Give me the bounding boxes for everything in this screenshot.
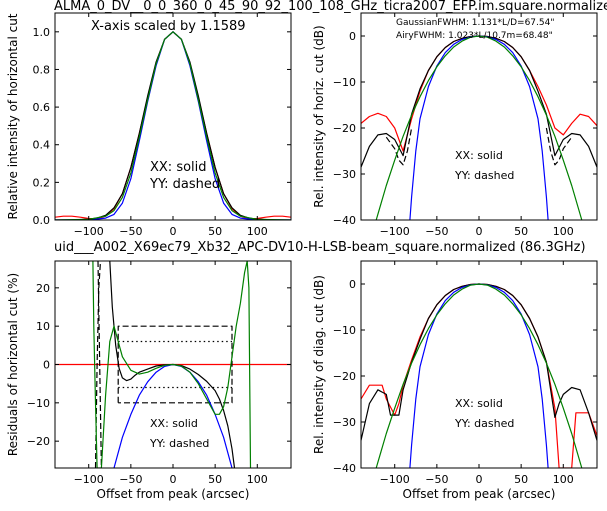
y-axis-label: Rel. intensity of horiz. cut (dB) xyxy=(312,25,326,207)
y-tick-label: −30 xyxy=(333,168,356,181)
y-tick-label: −30 xyxy=(333,416,356,429)
y-tick-label: 0.2 xyxy=(33,176,51,189)
x-tick-label: 100 xyxy=(553,473,574,486)
x-tick-label: 0 xyxy=(170,473,177,486)
y-tick-label: 1.0 xyxy=(33,26,51,39)
series-group xyxy=(55,31,291,220)
x-tick-label: −100 xyxy=(380,225,410,238)
top-title: ALMA_0_DV__0_0_360_0_45_90_92_100_108_GH… xyxy=(54,0,607,14)
annotation-text: XX: solid xyxy=(150,417,198,430)
y-tick-label: −20 xyxy=(27,435,50,448)
series-line-black-3 xyxy=(97,261,102,468)
y-tick-label: 0 xyxy=(349,30,356,43)
series-group xyxy=(361,35,597,220)
y-tick-label: −20 xyxy=(333,370,356,383)
y-axis-label: Residuals of horizontal cut (%) xyxy=(6,273,20,456)
annotation-text: XX: solid xyxy=(150,160,207,175)
y-tick-label: −20 xyxy=(333,122,356,135)
series-line-black-2 xyxy=(385,127,413,166)
series-line-blue-4 xyxy=(409,35,549,220)
y-tick-label: −10 xyxy=(27,397,50,410)
x-tick-label: −100 xyxy=(380,473,410,486)
x-tick-label: 50 xyxy=(208,225,222,238)
series-group xyxy=(361,283,597,468)
series-line-green-5 xyxy=(375,35,583,220)
series-line-green-3 xyxy=(55,31,291,220)
x-tick-label: −50 xyxy=(119,225,142,238)
y-tick-label: 0.6 xyxy=(33,101,51,114)
y-tick-label: 0.4 xyxy=(33,139,51,152)
y-tick-label: 0 xyxy=(349,278,356,291)
panel-top-left: −100 −50 0 50 100 0.0 0.2 0.4 0.6 0.8 1.0 Relative … xyxy=(6,12,292,238)
x-tick-label: 100 xyxy=(247,473,268,486)
x-tick-label: 0 xyxy=(170,225,177,238)
annotation-text: AiryFWHM: 1.023*L/10.7m=68.48" xyxy=(396,31,553,41)
series-line-black-3 xyxy=(545,127,573,166)
series-line-red-0 xyxy=(361,283,597,468)
x-tick-label: 100 xyxy=(553,225,574,238)
series-line-black-2 xyxy=(94,261,102,468)
y-tick-label: 10 xyxy=(36,320,50,333)
annotation-text: YY: dashed xyxy=(454,169,514,182)
series-group xyxy=(55,261,291,468)
y-tick-label: −40 xyxy=(333,462,356,475)
x-tick-label: 0 xyxy=(476,473,483,486)
x-axis-label: Offset from peak (arcsec) xyxy=(403,487,556,501)
x-tick-label: −50 xyxy=(425,225,448,238)
series-line-black-1 xyxy=(361,35,597,168)
x-tick-label: −100 xyxy=(74,225,104,238)
x-tick-label: −100 xyxy=(74,473,104,486)
y-tick-label: 0.0 xyxy=(33,214,51,227)
y-tick-label: 20 xyxy=(36,282,50,295)
annotation-text: XX: solid xyxy=(455,397,503,410)
x-tick-label: 0 xyxy=(476,225,483,238)
series-line-green-3 xyxy=(375,283,583,468)
annotation-text: GaussianFWHM: 1.131*L/D=67.54" xyxy=(396,18,554,28)
series-line-green-8 xyxy=(92,261,252,468)
annotation-text: YY: dashed xyxy=(454,417,514,430)
plot-frame xyxy=(360,260,598,469)
x-tick-label: −50 xyxy=(425,473,448,486)
x-tick-label: 50 xyxy=(514,225,528,238)
y-tick-label: 0 xyxy=(43,359,50,372)
x-tick-label: 50 xyxy=(208,473,222,486)
x-tick-label: 100 xyxy=(247,225,268,238)
x-tick-label: −50 xyxy=(119,473,142,486)
plot-frame xyxy=(360,12,598,221)
annotation-text: YY: dashed xyxy=(149,177,220,192)
middle-title: uid___A002_X69ec79_Xb32_APC-DV10-H-LSB-b… xyxy=(54,240,586,255)
series-line-blue-2 xyxy=(409,283,549,468)
y-axis-label: Rel. intensity of diag. cut (dB) xyxy=(312,275,326,454)
series-line-red-0 xyxy=(361,35,597,152)
annotation-text: X-axis scaled by 1.1589 xyxy=(91,19,246,34)
y-axis-label: Relative intensity of horizontal cut xyxy=(6,13,20,219)
y-tick-label: −10 xyxy=(333,76,356,89)
x-axis-label: Offset from peak (arcsec) xyxy=(97,487,250,501)
series-line-black-4 xyxy=(117,325,233,404)
y-tick-label: −40 xyxy=(333,214,356,227)
y-tick-label: −10 xyxy=(333,324,356,337)
annotation-text: XX: solid xyxy=(455,149,503,162)
x-tick-label: 50 xyxy=(514,473,528,486)
y-tick-label: 0.8 xyxy=(33,63,51,76)
annotation-text: YY: dashed xyxy=(149,437,209,450)
